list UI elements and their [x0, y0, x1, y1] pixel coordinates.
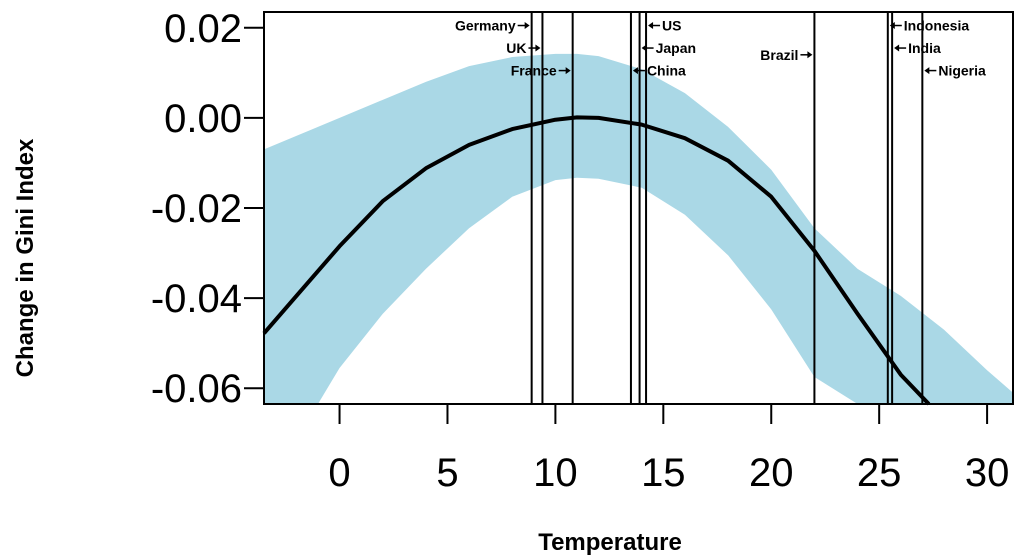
country-label-brazil: Brazil	[760, 47, 813, 63]
country-arrowhead-nigeria	[924, 67, 930, 75]
country-label-nigeria: Nigeria	[924, 63, 986, 79]
y-tick-label: -0.02	[151, 187, 242, 231]
country-lines-layer	[530, 12, 924, 404]
x-tick-label: 15	[641, 451, 686, 495]
country-arrowhead-uk	[535, 44, 541, 52]
country-arrowhead-india	[894, 44, 900, 52]
x-tick-label: 20	[749, 451, 794, 495]
country-name-brazil: Brazil	[760, 47, 798, 63]
x-axis-title: Temperature	[538, 529, 682, 556]
country-name-indonesia: Indonesia	[904, 18, 970, 34]
country-label-indonesia: Indonesia	[889, 18, 970, 34]
country-name-us: US	[662, 18, 681, 34]
country-label-us: US	[648, 18, 682, 34]
country-labels-layer: Germany UK France China Japan US Brazil Indones…	[455, 18, 986, 79]
country-arrowhead-us	[648, 22, 654, 30]
country-label-india: India	[894, 40, 941, 56]
x-tick-label: 5	[436, 451, 458, 495]
x-axis: 0 5 10 15 20 25 30	[328, 404, 1009, 495]
country-arrowhead-brazil	[807, 51, 813, 59]
x-tick-label: 25	[857, 451, 902, 495]
country-label-france: France	[511, 63, 571, 79]
estimate-curve	[262, 115, 931, 406]
country-arrowhead-indonesia	[889, 22, 895, 30]
y-axis: -0.06 -0.04 -0.02 0.00 0.02	[151, 7, 264, 411]
confidence-band-layer	[264, 53, 1013, 405]
country-arrowhead-germany	[524, 22, 530, 30]
estimate-curve-layer	[262, 115, 931, 406]
country-label-china: China	[632, 63, 686, 79]
country-name-nigeria: Nigeria	[938, 63, 986, 79]
country-name-germany: Germany	[455, 18, 516, 34]
country-arrowhead-japan	[641, 44, 647, 52]
x-tick-label: 30	[965, 451, 1010, 495]
country-label-japan: Japan	[641, 40, 696, 56]
country-label-uk: UK	[506, 40, 541, 56]
confidence-band	[264, 53, 1013, 405]
y-tick-label: 0.02	[164, 7, 242, 51]
x-tick-label: 10	[533, 451, 578, 495]
country-name-china: China	[647, 63, 686, 79]
country-name-japan: Japan	[656, 40, 696, 56]
country-label-germany: Germany	[455, 18, 530, 34]
y-axis-title: Change in Gini Index	[12, 138, 39, 377]
country-name-india: India	[908, 40, 941, 56]
y-tick-label: -0.04	[151, 277, 242, 321]
y-tick-label: 0.00	[164, 97, 242, 141]
y-tick-label: -0.06	[151, 367, 242, 411]
country-arrowhead-france	[565, 67, 571, 75]
country-name-uk: UK	[506, 40, 526, 56]
country-arrowhead-china	[632, 67, 638, 75]
country-name-france: France	[511, 63, 557, 79]
x-tick-label: 0	[328, 451, 350, 495]
